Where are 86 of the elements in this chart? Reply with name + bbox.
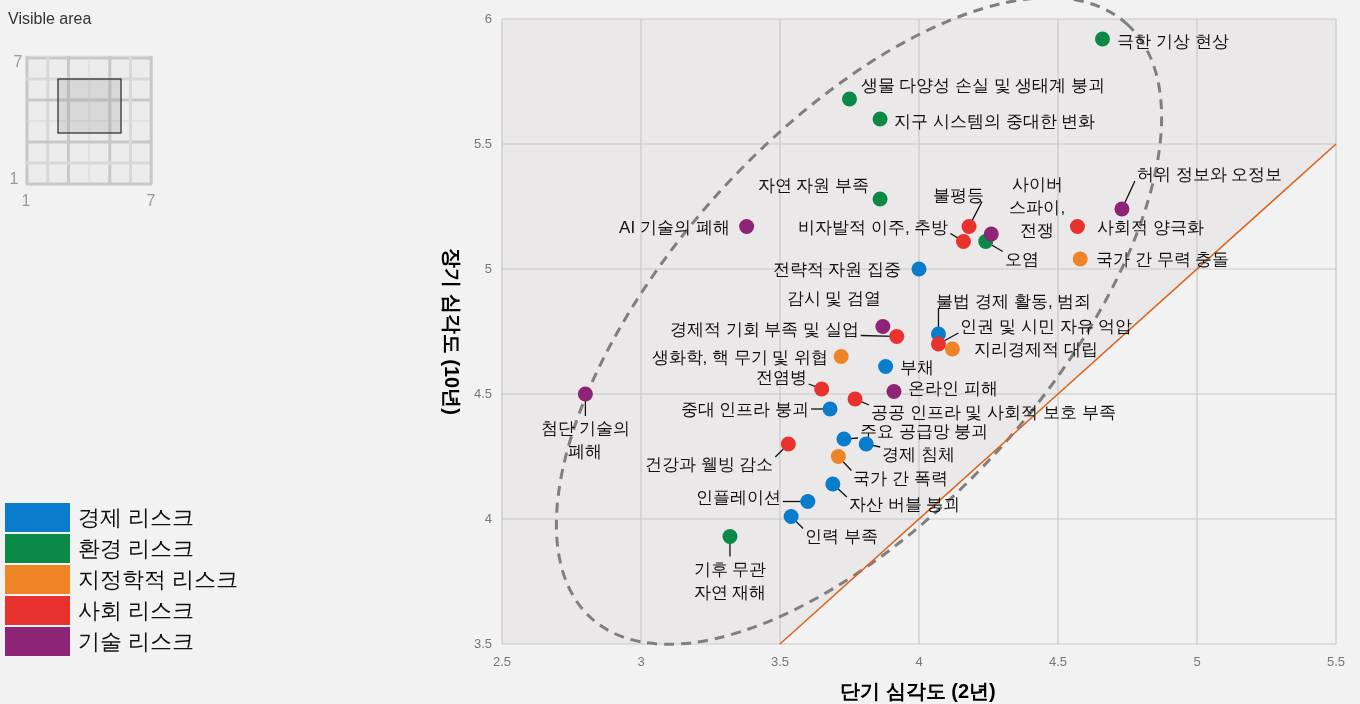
annotation: 전략적 자원 집중 [772, 259, 901, 279]
y-tick-label: 4.5 [473, 386, 492, 401]
text: 7 [146, 192, 156, 209]
point [911, 261, 927, 277]
annotation: 인플레이션 [695, 487, 781, 506]
point [886, 384, 902, 399]
annotation: 비자발적 이주, 추방 [798, 217, 949, 236]
annotation: AI 기술의 폐해 [619, 217, 730, 236]
annotation: 인권 및 시민 자유 억압 [960, 316, 1133, 336]
x-axis-title: 단기 심각도 (2년) [840, 680, 996, 702]
annotation: 공공 인프라 및 사회적 보호 부족 [871, 402, 1116, 422]
x-tick-label: 5.5 [1326, 654, 1346, 669]
annotation: 경제적 기회 부족 및 실업 [669, 319, 859, 338]
annotation: 지리경제적 대립 [974, 339, 1099, 359]
annotation: 허위 정보와 오정보 [1136, 164, 1283, 184]
point [872, 111, 888, 127]
point [833, 349, 849, 364]
y-tick-label: 3.5 [473, 636, 492, 651]
text: 7 [13, 53, 23, 70]
annotation: 사회적 양극화 [1097, 217, 1205, 236]
annotation: 부채 [899, 357, 934, 376]
x-tick-label: 2.5 [492, 654, 512, 669]
point [955, 234, 971, 249]
annotation: 온라인 피해 [907, 378, 998, 397]
point [825, 476, 841, 492]
point [875, 319, 891, 334]
point [847, 391, 863, 407]
text: 1 [21, 192, 31, 209]
annotation: 사이버 스파이, 전쟁 [1009, 174, 1066, 240]
point [1072, 251, 1088, 267]
x-tick-label: 4 [915, 654, 923, 669]
annotation: 감시 및 검열 [786, 288, 882, 307]
annotation: 중대 인프라 붕괴 [680, 399, 810, 419]
y-axis-title: 장기 심각도 (10년) [441, 248, 463, 415]
y-tick-label: 5.5 [473, 136, 492, 151]
point [842, 91, 857, 107]
point [1069, 219, 1085, 234]
annotation: 인력 부족 [805, 526, 878, 545]
annotation: 전염병 [755, 367, 807, 387]
point [800, 494, 816, 509]
legend-label: 기술 리스크 [78, 629, 195, 654]
x-tick-label: 3 [637, 654, 645, 669]
annotation: 자연 자원 부족 [757, 175, 870, 195]
legend-label: 사회 리스크 [78, 598, 195, 623]
legend-label: 경제 리스크 [78, 505, 195, 530]
point [836, 431, 852, 447]
x-tick-label: 4.5 [1048, 654, 1068, 669]
point [780, 436, 796, 452]
point [930, 336, 946, 352]
point [739, 219, 755, 234]
legend-label: 환경 리스크 [78, 536, 195, 561]
annotation: 첨단 기술의 폐해 [540, 418, 631, 461]
annotation: 불평등 [933, 185, 985, 204]
annotation: 주요 공급망 붕괴 [859, 421, 989, 441]
point [944, 341, 960, 357]
point [814, 381, 830, 397]
legend-label: 지정학적 리스크 [78, 567, 239, 592]
point [983, 226, 999, 242]
point [830, 449, 846, 464]
y-tick-label: 5 [484, 261, 492, 276]
point [822, 401, 838, 417]
point [961, 219, 977, 234]
text: Visible area [8, 10, 92, 27]
y-tick-label: 6 [484, 11, 492, 26]
point [889, 329, 905, 344]
annotation: 오염 [1004, 249, 1039, 268]
annotation: 건강과 웰빙 감소 [644, 454, 774, 474]
x-tick-label: 3.5 [770, 654, 790, 669]
point [1114, 201, 1130, 217]
point [577, 386, 593, 402]
text: 1 [9, 170, 19, 187]
x-tick-label: 5 [1193, 654, 1201, 669]
y-tick-label: 4 [484, 511, 492, 526]
annotation: 국가 간 폭력 [853, 468, 948, 487]
point [1094, 31, 1110, 47]
annotation: 극한 기상 현상 [1117, 31, 1229, 51]
point [783, 509, 799, 524]
annotation: 생화학, 핵 무기 및 위협 [651, 347, 829, 366]
point [878, 359, 894, 374]
annotation: 기후 무관 자연 재해 [693, 559, 767, 601]
annotation: 생물 다양성 손실 및 생태계 붕괴 [860, 75, 1106, 95]
point [722, 529, 738, 544]
annotation: 불법 경제 활동, 범죄 [936, 291, 1092, 311]
annotation: 경제 침체 [882, 444, 955, 464]
annotation: 지구 시스템의 중대한 변화 [894, 111, 1096, 131]
point [872, 191, 888, 207]
